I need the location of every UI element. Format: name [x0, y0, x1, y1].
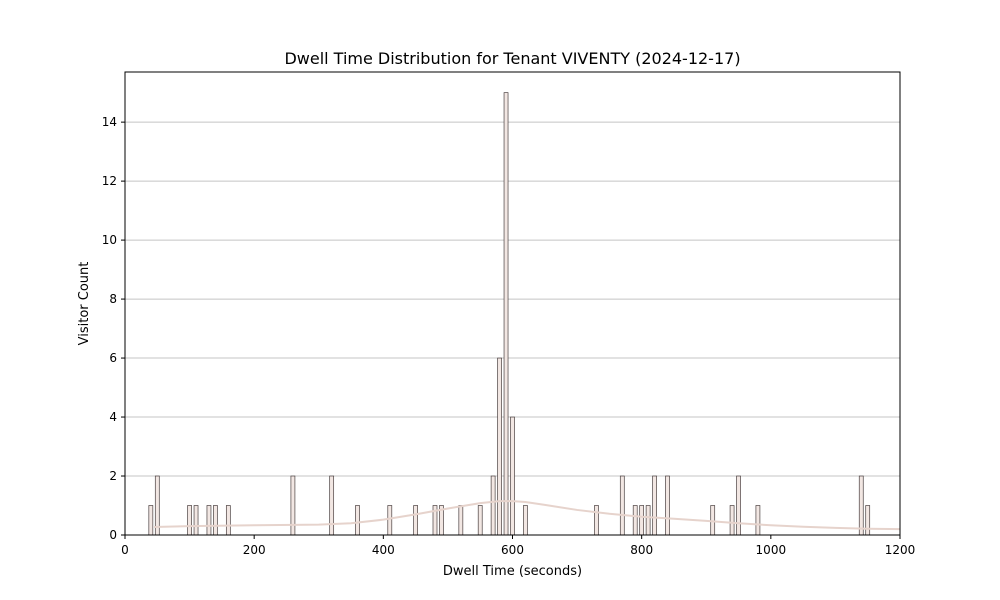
- y-tick-label: 12: [102, 174, 117, 188]
- y-tick-label: 14: [102, 115, 117, 129]
- histogram-bar: [290, 475, 296, 536]
- y-tick-label: 2: [109, 469, 117, 483]
- histogram-bar: [206, 505, 212, 536]
- y-axis-label: Visitor Count: [77, 262, 92, 346]
- histogram-bar: [477, 505, 483, 536]
- histogram-bar: [187, 505, 192, 536]
- x-axis-ticks: 0 200 400 600 800 1000 1200: [121, 535, 915, 557]
- histogram-bar: [329, 475, 335, 536]
- histogram-bar: [645, 505, 651, 536]
- histogram-bar: [355, 505, 360, 536]
- histogram-bar: [736, 475, 741, 536]
- histogram-bar: [619, 475, 625, 536]
- histogram-bar: [755, 505, 761, 536]
- y-tick-label: 0: [109, 528, 117, 542]
- histogram-bar: [865, 505, 871, 536]
- histogram-bars: [148, 92, 871, 536]
- histogram-bar: [639, 505, 645, 536]
- histogram-bar: [213, 505, 218, 536]
- histogram-bar: [729, 505, 735, 536]
- x-tick-label: 200: [243, 543, 266, 557]
- kde-curve-layer: [154, 500, 901, 531]
- x-tick-label: 400: [372, 543, 395, 557]
- histogram-bar: [148, 505, 154, 536]
- histogram-bar: [665, 475, 670, 536]
- histogram-bar: [503, 92, 509, 536]
- histogram-bar: [594, 505, 599, 536]
- y-axis-ticks: 0 2 4 6 8 10 12 14: [102, 115, 125, 542]
- histogram-bar: [193, 505, 199, 536]
- y-tick-label: 8: [109, 292, 117, 306]
- histogram-bar: [387, 505, 393, 536]
- y-tick-label: 4: [109, 410, 117, 424]
- y-tick-label: 10: [102, 233, 117, 247]
- gridlines: [125, 121, 900, 477]
- y-tick-label: 6: [109, 351, 117, 365]
- histogram-bar: [497, 357, 502, 536]
- kde-curve: [154, 500, 901, 531]
- histogram-bar: [458, 505, 464, 536]
- x-tick-label: 1000: [756, 543, 787, 557]
- x-tick-label: 1200: [885, 543, 916, 557]
- histogram-bar: [510, 416, 515, 536]
- x-tick-label: 800: [630, 543, 653, 557]
- histogram-bar: [632, 505, 638, 536]
- histogram-bar: [413, 505, 418, 536]
- x-tick-label: 600: [501, 543, 524, 557]
- histogram-bar: [652, 475, 657, 536]
- histogram-bar: [225, 505, 231, 536]
- chart-title: Dwell Time Distribution for Tenant VIVEN…: [284, 49, 740, 68]
- histogram-bar: [523, 505, 528, 536]
- x-axis-label: Dwell Time (seconds): [443, 564, 582, 579]
- histogram-bar: [490, 475, 496, 536]
- x-tick-label: 0: [121, 543, 129, 557]
- histogram-bar: [858, 475, 864, 536]
